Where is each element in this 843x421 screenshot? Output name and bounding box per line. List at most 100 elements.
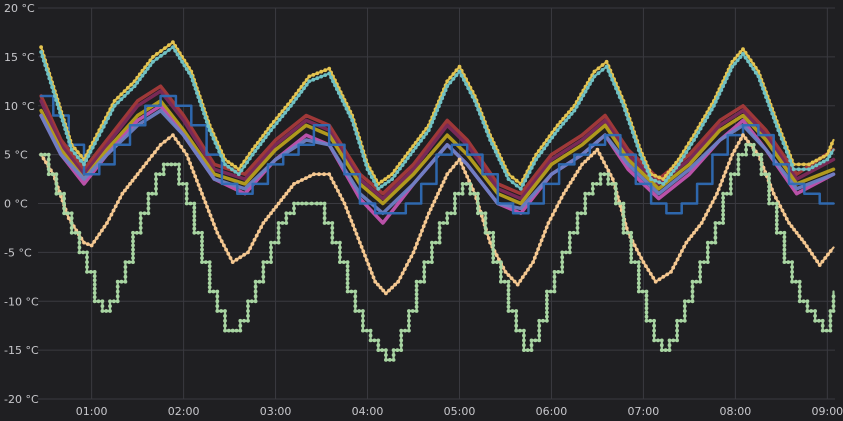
data-point [330, 221, 335, 225]
data-point [705, 245, 710, 250]
data-point [403, 328, 407, 333]
data-point [129, 87, 134, 92]
data-point [705, 115, 710, 120]
data-point [523, 178, 528, 183]
data-point [510, 309, 515, 313]
data-point [150, 153, 154, 158]
data-point [767, 197, 771, 202]
y-tick-label: 20 °C [4, 2, 35, 15]
data-point [213, 226, 218, 231]
data-point [253, 294, 258, 299]
data-point [541, 318, 545, 323]
data-point [545, 318, 549, 323]
data-point [257, 229, 261, 234]
data-point [280, 109, 285, 114]
data-point [115, 289, 120, 294]
data-point [192, 230, 197, 235]
data-point [44, 67, 49, 72]
data-point [774, 196, 778, 200]
data-point [468, 90, 473, 95]
data-point [54, 172, 59, 177]
data-point [196, 95, 201, 99]
data-point [629, 256, 634, 260]
data-point [491, 145, 496, 150]
data-point [361, 154, 366, 158]
data-point [518, 279, 523, 283]
data-point [823, 256, 828, 260]
data-point [636, 277, 641, 281]
data-point [192, 226, 197, 231]
data-point [365, 167, 370, 172]
data-point [805, 304, 810, 308]
x-tick-label: 06:00 [536, 405, 568, 418]
data-point [817, 318, 821, 323]
data-point [123, 265, 128, 269]
data-point [338, 250, 342, 255]
data-point [831, 299, 836, 304]
data-point [495, 153, 500, 158]
series-4 [39, 89, 836, 201]
data-point [675, 328, 679, 333]
y-tick-label: -10 °C [4, 295, 39, 308]
data-point [537, 318, 542, 323]
data-point [727, 161, 731, 166]
data-point [790, 274, 794, 279]
data-point [330, 226, 335, 230]
data-point [523, 271, 528, 276]
data-point [713, 226, 718, 230]
data-point [453, 206, 457, 211]
data-point [613, 201, 618, 206]
data-point [442, 92, 446, 97]
data-point [552, 289, 557, 294]
data-point [203, 200, 208, 205]
data-point [155, 56, 159, 61]
data-point [131, 256, 135, 260]
data-point [652, 318, 656, 323]
data-point [625, 230, 630, 235]
x-tick-label: 09:00 [811, 405, 843, 418]
data-point [336, 189, 340, 193]
data-point [701, 217, 706, 221]
data-point [476, 196, 480, 201]
data-point [667, 343, 672, 348]
data-point [736, 157, 741, 162]
data-point [234, 257, 239, 262]
data-point [629, 247, 634, 252]
data-point [132, 84, 137, 89]
data-point [115, 279, 120, 284]
data-point [254, 233, 259, 238]
data-point [453, 201, 457, 206]
data-point [391, 358, 396, 362]
data-point [445, 216, 450, 221]
data-point [248, 246, 253, 251]
data-point [184, 182, 189, 186]
data-point [97, 133, 102, 138]
data-point [787, 221, 791, 225]
data-point [274, 121, 279, 126]
data-point [361, 314, 365, 318]
data-point [54, 177, 59, 182]
data-point [361, 328, 365, 333]
data-point [515, 282, 520, 287]
data-point [462, 78, 466, 82]
y-tick-label: -15 °C [4, 344, 39, 357]
data-point [100, 299, 105, 304]
data-point [753, 70, 758, 75]
data-point [583, 159, 588, 164]
data-point [671, 265, 676, 270]
data-point [119, 92, 124, 97]
y-tick-label: 5 °C [4, 149, 28, 162]
data-point [193, 174, 198, 179]
data-point [644, 310, 649, 315]
data-point [97, 232, 102, 237]
data-point [526, 267, 530, 272]
data-point [284, 216, 289, 221]
data-point [464, 182, 469, 186]
data-point [56, 106, 61, 111]
data-point [706, 208, 711, 213]
data-point [338, 240, 342, 245]
data-point [506, 292, 511, 297]
data-point [264, 217, 268, 222]
data-point [207, 277, 212, 281]
data-point [790, 265, 794, 269]
